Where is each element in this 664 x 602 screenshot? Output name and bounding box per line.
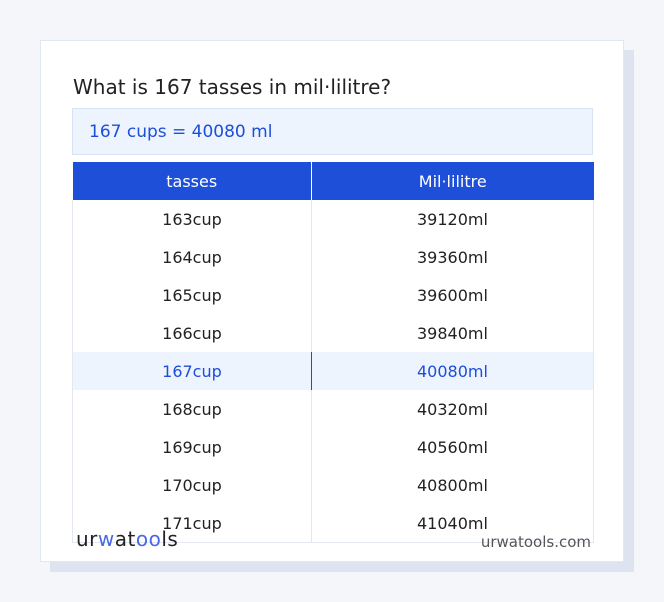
- table-row: 170cup 40800ml: [72, 466, 595, 504]
- urwatools-logo[interactable]: urwatools: [76, 527, 179, 551]
- table-row: 169cup 40560ml: [72, 428, 595, 466]
- table-cell: 165cup: [72, 276, 312, 314]
- converter-card: What is 167 tasses in mil·lilitre? 167 c…: [40, 40, 624, 562]
- conversion-table: tasses Mil·lilitre 163cup 39120ml 164cup 39…: [72, 162, 595, 543]
- table-row: 166cup 39840ml: [72, 314, 595, 352]
- table-cell: 39600ml: [310, 276, 595, 314]
- table-row: 164cup 39360ml: [72, 238, 595, 276]
- page-title: What is 167 tasses in mil·lilitre?: [73, 75, 392, 99]
- table-row: 171cup 41040ml: [72, 504, 595, 543]
- table-cell: 171cup: [72, 504, 312, 543]
- table-cell: 40800ml: [310, 466, 595, 504]
- table-cell: 166cup: [72, 314, 312, 352]
- result-box: 167 cups = 40080 ml: [72, 108, 593, 155]
- table-cell: 40560ml: [310, 428, 595, 466]
- column-header: tasses: [72, 162, 312, 200]
- table-row: 167cup 40080ml: [72, 352, 595, 390]
- table-cell: 39360ml: [310, 238, 595, 276]
- table-cell: 167cup: [72, 352, 312, 390]
- table-cell: 40080ml: [310, 352, 595, 390]
- table-cell: 168cup: [72, 390, 312, 428]
- table-row: 165cup 39600ml: [72, 276, 595, 314]
- table-cell: 39840ml: [310, 314, 595, 352]
- table-cell: 164cup: [72, 238, 312, 276]
- table-cell: 40320ml: [310, 390, 595, 428]
- table-cell: 163cup: [72, 200, 312, 238]
- table-cell: 41040ml: [310, 504, 595, 543]
- table-row: 163cup 39120ml: [72, 200, 595, 238]
- table-cell: 39120ml: [310, 200, 595, 238]
- site-link[interactable]: urwatools.com: [480, 533, 591, 551]
- table-row: 168cup 40320ml: [72, 390, 595, 428]
- table-cell: 170cup: [72, 466, 312, 504]
- column-header: Mil·lilitre: [311, 162, 594, 200]
- table-cell: 169cup: [72, 428, 312, 466]
